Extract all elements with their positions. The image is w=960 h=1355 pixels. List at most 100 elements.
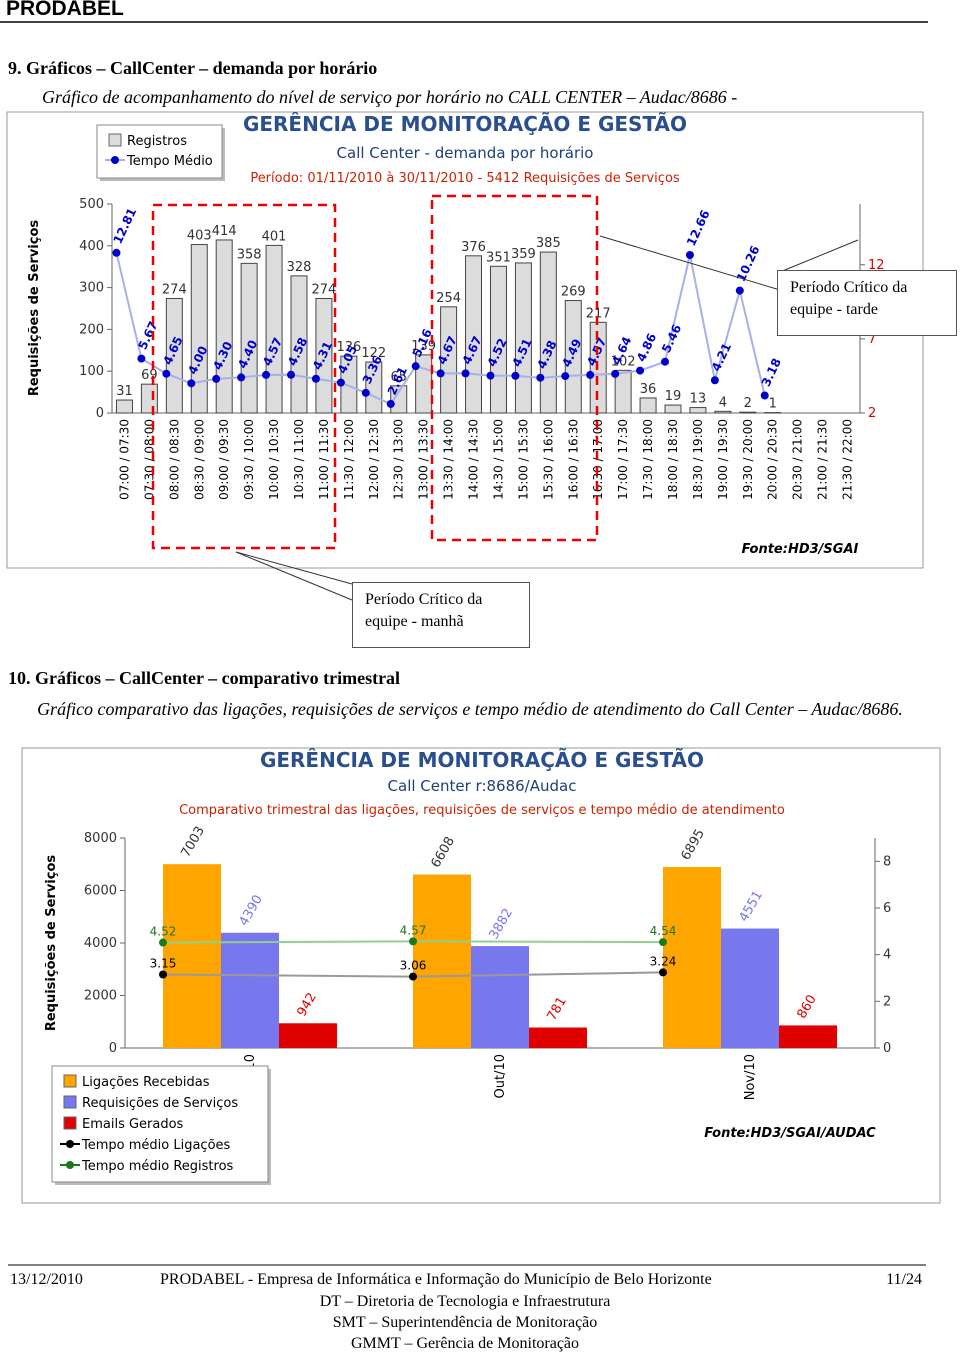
x-tick-label: 21:00 / 21:30 xyxy=(816,419,830,500)
line-point xyxy=(659,938,667,947)
bar xyxy=(465,255,483,414)
chart-title: GERÊNCIA DE MONITORAÇÃO E GESTÃO xyxy=(260,748,704,772)
critical-box xyxy=(430,194,599,542)
bar xyxy=(440,306,458,414)
x-tick-label: 10:30 / 11:00 xyxy=(292,419,306,500)
bar xyxy=(664,404,682,414)
bar xyxy=(279,1023,337,1048)
data-label: 414 xyxy=(212,224,237,239)
line-point xyxy=(486,371,495,380)
data-label: 4.52 xyxy=(150,925,177,939)
x-tick-label: 13:00 / 13:30 xyxy=(417,419,431,500)
line-point xyxy=(436,369,445,378)
data-label: 359 xyxy=(511,247,536,262)
data-label: 136 xyxy=(336,340,361,355)
line-point xyxy=(287,370,295,379)
data-label: 2 xyxy=(744,396,752,411)
data-label: 4 xyxy=(719,395,727,410)
legend-label: Tempo médio Registros xyxy=(81,1159,234,1174)
y2-tick-label: 12 xyxy=(868,258,885,273)
y2-tick-label: 0 xyxy=(883,1041,891,1056)
y-tick-label: 0 xyxy=(96,406,104,421)
x-tick-label: 14:00 / 14:30 xyxy=(467,419,481,500)
x-tick-label: 12:00 / 12:30 xyxy=(367,419,381,500)
x-tick-label: 07:30 / 08:00 xyxy=(142,419,156,500)
brand: PRODABEL xyxy=(6,0,124,20)
y2-tick-label: 7 xyxy=(868,332,876,347)
data-label: 19 xyxy=(665,389,682,404)
data-label: 376 xyxy=(461,240,486,255)
x-tick-label: 16:00 / 16:30 xyxy=(566,419,580,500)
x-tick-label: 15:30 / 16:00 xyxy=(541,419,555,500)
x-tick-label: 20:00 / 20:30 xyxy=(766,419,780,500)
line-point xyxy=(159,970,167,979)
x-tick-label: 13:30 / 14:00 xyxy=(442,419,456,500)
bar xyxy=(265,244,283,414)
bar xyxy=(529,1027,587,1048)
x-tick-label: Nov/10 xyxy=(743,1054,758,1100)
x-tick-label: 07:00 / 07:30 xyxy=(117,419,131,500)
chart-frame xyxy=(6,111,924,569)
bar xyxy=(471,946,529,1048)
line-point xyxy=(760,391,769,400)
data-label: 3.06 xyxy=(400,959,427,973)
callout-line xyxy=(599,235,781,291)
data-label: 102 xyxy=(611,354,636,369)
legend xyxy=(51,1065,269,1183)
y-tick-label: 100 xyxy=(79,364,104,379)
line-point xyxy=(659,968,667,977)
line-point xyxy=(336,378,345,387)
y-tick-label: 4000 xyxy=(84,936,117,951)
chart-subtitle: Call Center r:8686/Audac xyxy=(388,777,577,795)
legend-marker xyxy=(66,1140,74,1148)
x-tick-label: 11:00 / 11:30 xyxy=(317,419,331,500)
footer-line: DT – Diretoria de Tecnologia e Infraestr… xyxy=(319,1293,611,1310)
bar xyxy=(721,928,779,1048)
bar xyxy=(779,1025,837,1048)
bar xyxy=(614,369,632,414)
y-tick-label: 300 xyxy=(79,281,104,296)
y-tick-label: 500 xyxy=(79,197,104,212)
x-tick-label: 09:30 / 10:00 xyxy=(242,419,256,500)
x-tick-label: 08:30 / 09:00 xyxy=(192,419,206,500)
footer-date: 13/12/2010 xyxy=(10,1271,83,1288)
line-point xyxy=(411,362,420,371)
y2-tick-label: 2 xyxy=(868,406,876,421)
data-label: 401 xyxy=(262,229,287,244)
y-tick-label: 200 xyxy=(79,322,104,337)
x-tick-label: 09:00 / 09:30 xyxy=(217,419,231,500)
x-tick-label: 17:30 / 18:00 xyxy=(641,419,655,500)
data-label: 65 xyxy=(390,370,407,385)
line-point xyxy=(661,357,669,366)
data-label: 31 xyxy=(116,384,133,399)
line-point xyxy=(685,250,694,259)
data-label: 269 xyxy=(561,285,586,300)
chart-subtitle: Call Center - demanda por horário xyxy=(337,144,594,162)
legend-label: Ligações Recebidas xyxy=(82,1075,210,1090)
data-label: 328 xyxy=(287,260,312,275)
y-axis-title: Requisições de Serviços xyxy=(44,855,59,1032)
y-tick-label: 2000 xyxy=(84,989,117,1004)
line-point xyxy=(561,372,570,381)
x-tick-label: 15:00 / 15:30 xyxy=(516,419,530,500)
x-tick-label: 11:30 / 12:00 xyxy=(342,419,356,500)
x-tick-label: 19:00 / 19:30 xyxy=(716,419,730,500)
chart: GERÊNCIA DE MONITORAÇÃO E GESTÃO Call Cen… xyxy=(27,112,885,557)
bar xyxy=(413,874,471,1048)
x-tick-label: 08:00 / 08:30 xyxy=(167,419,181,500)
y2-tick-label: 4 xyxy=(883,948,891,963)
section-heading: 9. Gráficos – CallCenter – demanda por h… xyxy=(8,58,378,78)
bar xyxy=(165,297,183,414)
legend-marker xyxy=(63,1074,77,1088)
line-point xyxy=(361,388,370,397)
x-tick-label: 19:30 / 20:00 xyxy=(741,419,755,500)
line-point xyxy=(461,369,470,378)
critical-box xyxy=(151,203,337,550)
legend-label: Tempo médio Ligações xyxy=(81,1138,231,1153)
legend-marker xyxy=(66,1161,74,1169)
bar xyxy=(539,251,557,414)
y-tick-label: 0 xyxy=(109,1041,117,1056)
chart-title: GERÊNCIA DE MONITORAÇÃO E GESTÃO xyxy=(243,112,687,136)
